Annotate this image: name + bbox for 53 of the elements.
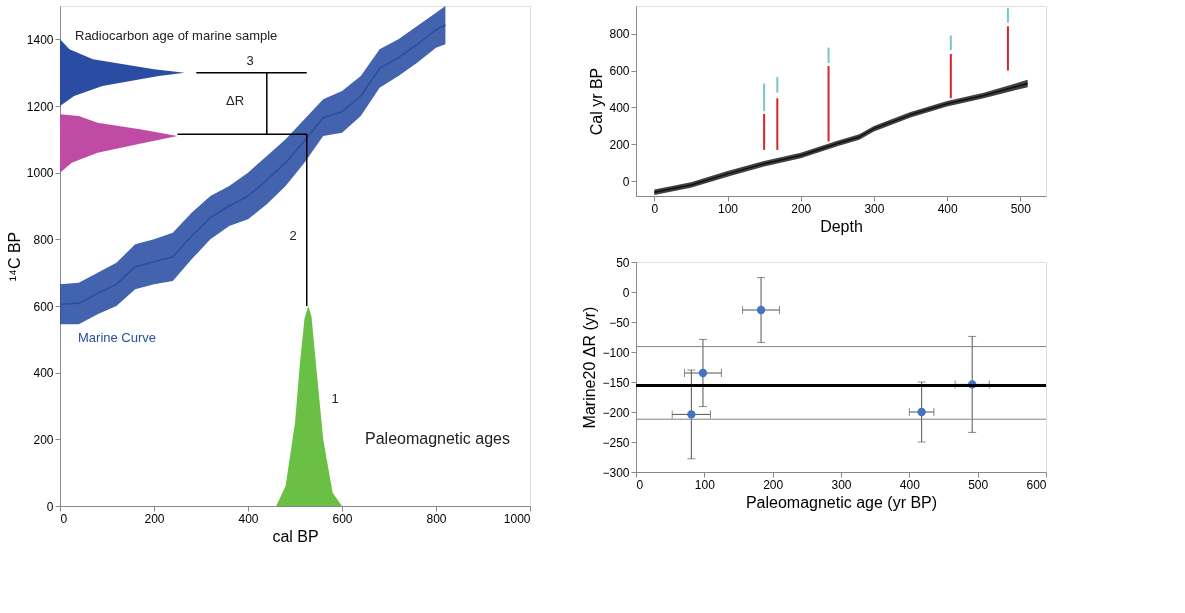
x-tick-label: 0 — [636, 477, 644, 492]
x-tick-label: 200 — [144, 511, 165, 526]
x-tick-label: 400 — [937, 201, 958, 216]
y-tick-label: −150 — [602, 375, 630, 390]
x-tick-label: 300 — [831, 477, 852, 492]
annotation: ΔR — [225, 93, 245, 108]
x-tick-label: 400 — [899, 477, 921, 492]
x-tick-label: 800 — [426, 511, 447, 526]
x-tick-label: 100 — [718, 201, 739, 216]
text: Paleomagnetic ages — [365, 430, 510, 447]
x-axis-title: Depth — [820, 217, 863, 235]
text: Marine Curve — [78, 330, 157, 345]
y-tick-label: 50 — [616, 255, 630, 270]
y-axis-title: ¹⁴C BP — [5, 231, 23, 282]
y-tick-label: 1000 — [26, 166, 54, 181]
annotation: 2 — [289, 228, 297, 243]
y-tick-label: −100 — [602, 345, 630, 360]
x-tick-label: 100 — [694, 477, 716, 492]
y-tick-label: 600 — [33, 299, 54, 314]
y-tick-label: 200 — [33, 432, 54, 447]
y-tick-label: −250 — [602, 435, 630, 450]
x-tick-label: 600 — [1026, 477, 1047, 492]
x-tick-label: 200 — [791, 201, 812, 216]
y-tick-label: 200 — [609, 137, 630, 152]
x-axis-title: cal BP — [272, 527, 319, 545]
y-axis-title: Marine20 ΔR (yr) — [581, 306, 599, 429]
series-label: Radiocarbon age of marine sample — [75, 28, 278, 43]
y-tick-label: 0 — [46, 499, 54, 514]
x-tick-label: 1000 — [503, 511, 531, 526]
x-tick-label: 300 — [864, 201, 885, 216]
x-axis-title: Paleomagnetic age (yr BP) — [745, 493, 938, 511]
x-tick-label: 500 — [968, 477, 989, 492]
x-tick-label: 400 — [238, 511, 259, 526]
y-tick-label: 400 — [33, 366, 54, 381]
y-tick-label: 800 — [609, 27, 630, 42]
y-tick-label: 0 — [622, 174, 630, 189]
y-tick-label: 600 — [609, 64, 630, 79]
x-tick-label: 600 — [332, 511, 353, 526]
y-tick-label: −50 — [609, 315, 630, 330]
annotation: 1 — [331, 391, 339, 406]
annotation: 3 — [246, 53, 254, 68]
x-tick-label: 0 — [60, 511, 68, 526]
x-tick-label: 200 — [763, 477, 784, 492]
y-tick-label: −300 — [602, 465, 630, 480]
y-tick-label: 1200 — [26, 99, 54, 114]
y-tick-label: 400 — [609, 100, 630, 115]
y-tick-label: 0 — [622, 285, 630, 300]
x-tick-label: 0 — [651, 201, 659, 216]
y-axis-title: Cal yr BP — [588, 67, 606, 136]
y-tick-label: 800 — [33, 232, 54, 247]
x-tick-label: 500 — [1010, 201, 1032, 216]
y-tick-label: −200 — [602, 405, 630, 420]
y-tick-label: 1400 — [26, 32, 54, 47]
